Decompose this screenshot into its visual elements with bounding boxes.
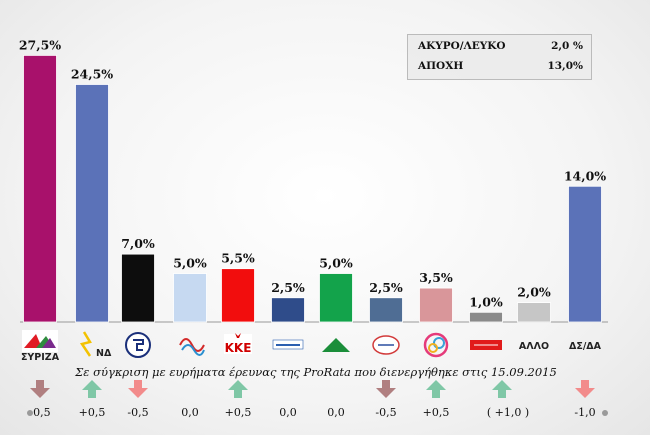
bar-value-label: 5,5%	[221, 251, 255, 266]
nd-torch	[79, 331, 92, 357]
kke-logo-icon: ΚΚΕ	[224, 333, 252, 355]
pasok-dot	[333, 342, 339, 348]
change-value: -1,0	[574, 406, 595, 419]
legend-label: ΑΠΟΧΗ	[418, 60, 464, 72]
bar-value-label: 2,5%	[271, 280, 305, 295]
bar	[221, 268, 255, 323]
bar-value-label: 27,5%	[19, 37, 61, 52]
category-label: ΑΛΛΟ	[519, 341, 549, 352]
le-ring	[423, 332, 449, 358]
bar-value-label: 2,5%	[369, 280, 403, 295]
legend-label: ΑΚΥΡΟ/ΛΕΥΚΟ	[418, 40, 506, 52]
bar-value-label: 5,0%	[173, 256, 207, 271]
change-value: -0,5	[127, 406, 148, 419]
category-label-group: ΑΛΛΟ	[519, 341, 549, 352]
down-arrow-icon	[128, 380, 148, 398]
bar-value-label: 24,5%	[71, 66, 113, 81]
legend-row-invalid: ΑΚΥΡΟ/ΛΕΥΚΟ 2,0 %	[418, 40, 583, 58]
bar	[121, 253, 155, 323]
kke-text: ΚΚΕ	[225, 341, 252, 355]
up-arrow-icon	[228, 380, 248, 398]
up-arrow-icon	[426, 380, 446, 398]
bar	[271, 297, 305, 323]
syriza-logo-icon: ΣΥΡΙΖΑ	[21, 330, 60, 363]
category-label: ΔΣ/ΔΑ	[569, 341, 602, 352]
bar-value-label: 7,0%	[121, 236, 155, 251]
bar-value-label: 14,0%	[564, 168, 606, 183]
dot-right	[602, 410, 608, 416]
bar	[369, 297, 403, 323]
down-arrow-icon	[575, 380, 595, 398]
category-label-group: ΔΣ/ΔΑ	[569, 341, 602, 352]
change-value: 0,0	[327, 406, 345, 419]
change-value: 0,0	[181, 406, 199, 419]
le-ring-yellow	[428, 343, 438, 353]
syriza-flag-red	[24, 334, 42, 348]
potami-wave-blue	[181, 344, 205, 356]
kke-star	[235, 333, 241, 338]
comparison-note: Σε σύγκριση με ευρήματα έρευνας της ProR…	[74, 365, 557, 379]
enosi-kentroon-logo-icon	[372, 335, 400, 355]
bar	[469, 311, 503, 323]
bar-value-label: 1,0%	[469, 294, 503, 309]
down-arrow-icon	[376, 380, 396, 398]
nd-logo-icon: ΝΔ	[79, 331, 112, 359]
bar	[568, 185, 602, 323]
potami-wave-red	[179, 338, 205, 352]
legend-row-abstention: ΑΠΟΧΗ 13,0%	[418, 60, 583, 78]
anel-logo-icon	[272, 339, 304, 350]
category-label: ΣΥΡΙΖΑ	[21, 352, 60, 363]
potami-logo-icon	[179, 338, 205, 356]
antarsya-logo-icon	[470, 340, 502, 350]
category-label: ΝΔ	[96, 348, 112, 359]
bar	[419, 287, 453, 323]
bar	[75, 84, 109, 323]
pasok-logo-icon	[322, 338, 350, 352]
kke-bg	[224, 334, 252, 354]
legend-value: 13,0%	[547, 60, 583, 72]
legend-box: ΑΚΥΡΟ/ΛΕΥΚΟ 2,0 % ΑΠΟΧΗ 13,0%	[407, 34, 592, 80]
change-value: +0,5	[225, 406, 252, 419]
bar	[173, 273, 207, 323]
change-value: -0,5	[29, 406, 50, 419]
bar	[517, 302, 551, 323]
up-arrow-icon	[492, 380, 512, 398]
syriza-logo-bg	[22, 330, 58, 352]
bar-value-label: 5,0%	[319, 256, 353, 271]
gd-meander	[133, 339, 144, 351]
dot-left	[27, 410, 33, 416]
syriza-flag-purple	[42, 338, 56, 348]
golden-dawn-logo-icon	[125, 332, 151, 358]
legend-value: 2,0 %	[551, 40, 583, 52]
change-value: 0,0	[279, 406, 297, 419]
down-arrow-icon	[30, 380, 50, 398]
le-ring-blue	[433, 337, 445, 349]
change-value: ( +1,0 )	[487, 406, 529, 419]
change-value: +0,5	[79, 406, 106, 419]
bar-value-label: 2,0%	[517, 285, 551, 300]
bar	[23, 55, 57, 323]
bar-value-label: 3,5%	[419, 270, 453, 285]
bar	[319, 273, 353, 323]
up-arrow-icon	[82, 380, 102, 398]
change-value: +0,5	[423, 406, 450, 419]
change-value: -0,5	[375, 406, 396, 419]
laiki-enotita-logo-icon	[423, 332, 449, 358]
